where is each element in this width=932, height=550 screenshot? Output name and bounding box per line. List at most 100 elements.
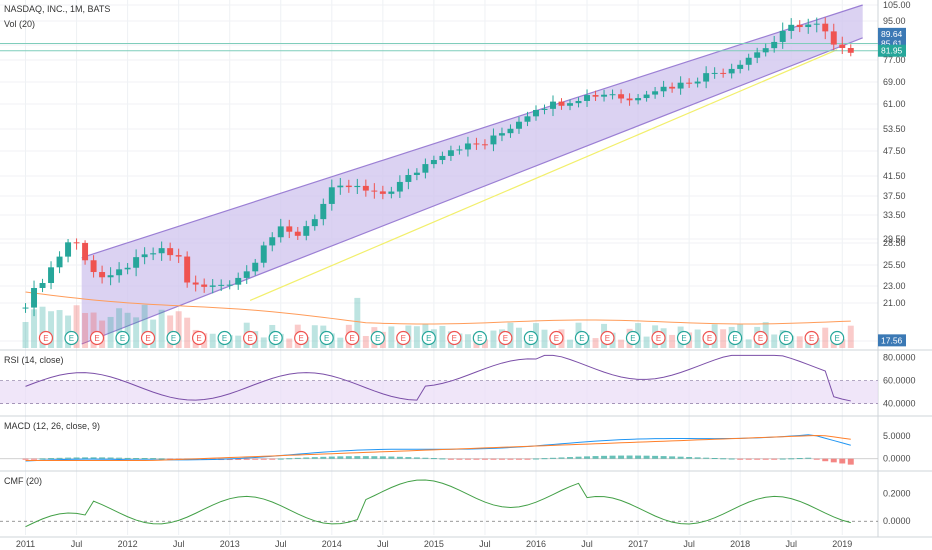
earnings-marker (779, 330, 794, 346)
macd-histogram-bar (813, 458, 820, 460)
macd-histogram-bar (345, 456, 352, 459)
price-badge (878, 27, 906, 40)
price-tick-label: 95.00 (883, 16, 906, 26)
candle-body (124, 267, 131, 270)
candle-body (481, 144, 488, 146)
macd-histogram-bar (90, 457, 97, 459)
macd-tick-label: 5.0000 (883, 431, 911, 441)
macd-pane: 5.0000 0.0000 (0, 431, 911, 465)
candle-body (839, 44, 846, 48)
time-axis: 2011 Jul 2012 Jul 2013 Jul 2014 Jul 2015 Jul 2016 J… (16, 539, 852, 549)
earnings-marker (549, 330, 564, 346)
earnings-marker (523, 330, 538, 346)
candle-body (652, 91, 659, 95)
earnings-marker (498, 330, 513, 346)
candle-body (643, 94, 650, 99)
macd-histogram-bar (39, 458, 46, 460)
price-tick-label: 69.00 (883, 77, 906, 87)
volume-bar (847, 325, 854, 348)
earnings-marker (600, 330, 615, 346)
rsi-band (0, 380, 878, 404)
macd-histogram-bar (737, 458, 744, 460)
macd-histogram-bar (320, 456, 327, 459)
candle-body (626, 98, 633, 101)
price-tick-label: 25.50 (883, 260, 906, 270)
volume-bar (490, 330, 497, 348)
volume-bar (73, 305, 80, 348)
macd-histogram-bar (541, 458, 548, 460)
rsi-label: RSI (14, close) (4, 355, 64, 365)
candle-body (567, 103, 573, 106)
earnings-marker-letter: E (834, 334, 839, 343)
earnings-marker-letter: E (554, 334, 559, 343)
macd-histogram-bar (439, 458, 446, 460)
candle-body (73, 242, 80, 244)
volume-bar (694, 329, 701, 348)
candle-body (413, 172, 420, 176)
macd-histogram-bar (141, 458, 148, 460)
macd-histogram-bar (107, 457, 114, 459)
candle-body (243, 271, 250, 278)
earnings-marker (447, 330, 462, 346)
volume-bar (175, 311, 182, 348)
earnings-marker (574, 330, 590, 346)
earnings-marker-letter: E (43, 334, 48, 343)
earnings-marker (64, 330, 79, 346)
time-tick-label: 2011 (16, 539, 35, 549)
volume-bar (31, 309, 38, 348)
macd-histogram-bar (609, 455, 616, 459)
earnings-marker (727, 330, 743, 346)
cmf-tick-label: 0.0000 (883, 516, 911, 526)
earnings-marker (243, 330, 258, 346)
volume-bar (141, 304, 148, 348)
macd-histogram-bar (286, 458, 293, 460)
volume-bar (235, 335, 242, 348)
candle-body (601, 94, 608, 97)
earnings-marker-letter: E (273, 334, 278, 343)
macd-histogram-bar (745, 458, 752, 460)
macd-histogram-bar (677, 456, 684, 459)
volume-bar (813, 338, 820, 348)
macd-histogram-bar (22, 458, 29, 460)
candle-body (762, 48, 769, 53)
time-tick-label: Jul (173, 539, 185, 549)
earnings-marker-letter: E (426, 334, 431, 343)
candle-body (328, 187, 335, 204)
price-tick-label: 29.50 (883, 234, 906, 244)
macd-signal-line (25, 434, 851, 462)
candle-body (771, 41, 778, 49)
volume-bar (541, 329, 548, 348)
time-tick-label: Jul (479, 539, 491, 549)
macd-histogram-bar (150, 458, 157, 460)
earnings-marker-letter: E (579, 334, 584, 343)
candle-body (226, 284, 233, 286)
cmf-pane: 0.2000 0.0000 (0, 479, 911, 528)
candle-body (31, 287, 38, 308)
candle-body (286, 226, 293, 232)
macd-histogram-bar (618, 455, 625, 459)
macd-histogram-bar (601, 455, 608, 459)
macd-histogram-bar (703, 457, 710, 459)
time-tick-label: 2015 (424, 539, 444, 549)
time-tick-label: 2016 (526, 539, 546, 549)
candle-body (422, 164, 429, 173)
candle-body (635, 98, 642, 101)
earnings-marker (89, 330, 105, 346)
candle-body (141, 254, 148, 258)
time-tick-label: Jul (71, 539, 83, 549)
cmf-line (25, 479, 851, 528)
time-tick-label: Jul (683, 539, 695, 549)
time-tick-label: 2018 (730, 539, 750, 549)
macd-histogram-bar (575, 456, 582, 459)
macd-histogram-bar (56, 457, 63, 459)
candle-body (311, 219, 318, 227)
candle-body (737, 64, 744, 69)
price-axis: 17.5021.0023.0025.5028.5029.5033.5037.50… (878, 0, 911, 347)
earnings-marker (651, 330, 666, 346)
volume-bar (354, 297, 361, 348)
candle-body (150, 253, 157, 255)
macd-histogram-bar (379, 456, 386, 459)
candle-body (456, 149, 463, 151)
